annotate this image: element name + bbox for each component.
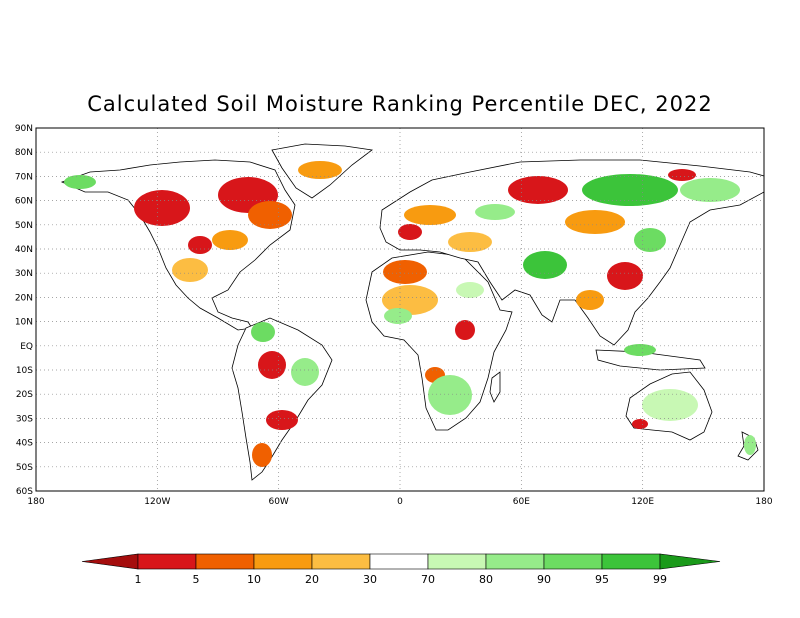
latitude-labels: 90N 80N 70N 60N 50N 40N 30N 20N 10N EQ 10S 20S 30S 40… [15,124,33,497]
lat-label: 60S [16,487,33,497]
lat-label: EQ [20,342,33,352]
colorbar-segment [485,553,545,570]
colorbar-high-arrow [659,553,721,570]
colorbar-low-arrow [81,553,139,570]
land-layer [60,143,764,481]
colorbar-segment [195,553,255,570]
colorbar-segment [253,553,313,570]
lat-label: 90N [15,124,33,134]
colorbar-segment [543,553,603,570]
colorbar-label: 90 [537,573,551,586]
lon-label: 60E [513,497,530,507]
wet-regions [64,174,756,455]
lat-label: 10S [16,366,33,376]
lon-label: 0 [397,497,403,507]
lon-label: 180 [27,497,44,507]
colorbar-segment [601,553,661,570]
colorbar-label: 30 [363,573,377,586]
longitude-labels: 180 120W 60W 0 60E 120E 180 [27,497,772,507]
graticule [36,128,764,491]
lat-label: 40N [15,245,33,255]
lat-label: 30N [15,269,33,279]
colorbar-segment [137,553,197,570]
lat-label: 20S [16,390,33,400]
colorbar: 1 5 10 20 30 70 80 90 95 99 [81,553,721,586]
lat-label: 30S [16,414,33,424]
colorbar-label: 5 [193,573,200,586]
lon-label: 180 [755,497,772,507]
lat-label: 20N [15,293,33,303]
colorbar-label: 95 [595,573,609,586]
colorbar-label: 1 [135,573,142,586]
lat-label: 50S [16,463,33,473]
colorbar-segment [369,553,429,570]
lat-label: 40S [16,439,33,449]
map-frame [35,127,765,492]
colorbar-label: 70 [421,573,435,586]
lat-label: 10N [15,318,33,328]
lon-label: 60W [268,497,288,507]
lon-label: 120W [144,497,170,507]
lat-label: 50N [15,221,33,231]
land-eurasia [379,159,764,346]
colorbar-segment [311,553,371,570]
lon-label: 120E [631,497,654,507]
colorbar-label: 80 [479,573,493,586]
colorbar-label: 99 [653,573,667,586]
lat-label: 70N [15,172,33,182]
colorbar-segment [427,553,487,570]
lat-label: 60N [15,197,33,207]
colorbar-label: 10 [247,573,261,586]
dry-regions [134,161,696,467]
map-title: Calculated Soil Moisture Ranking Percent… [87,92,713,116]
colorbar-label: 20 [305,573,319,586]
lat-label: 80N [15,148,33,158]
